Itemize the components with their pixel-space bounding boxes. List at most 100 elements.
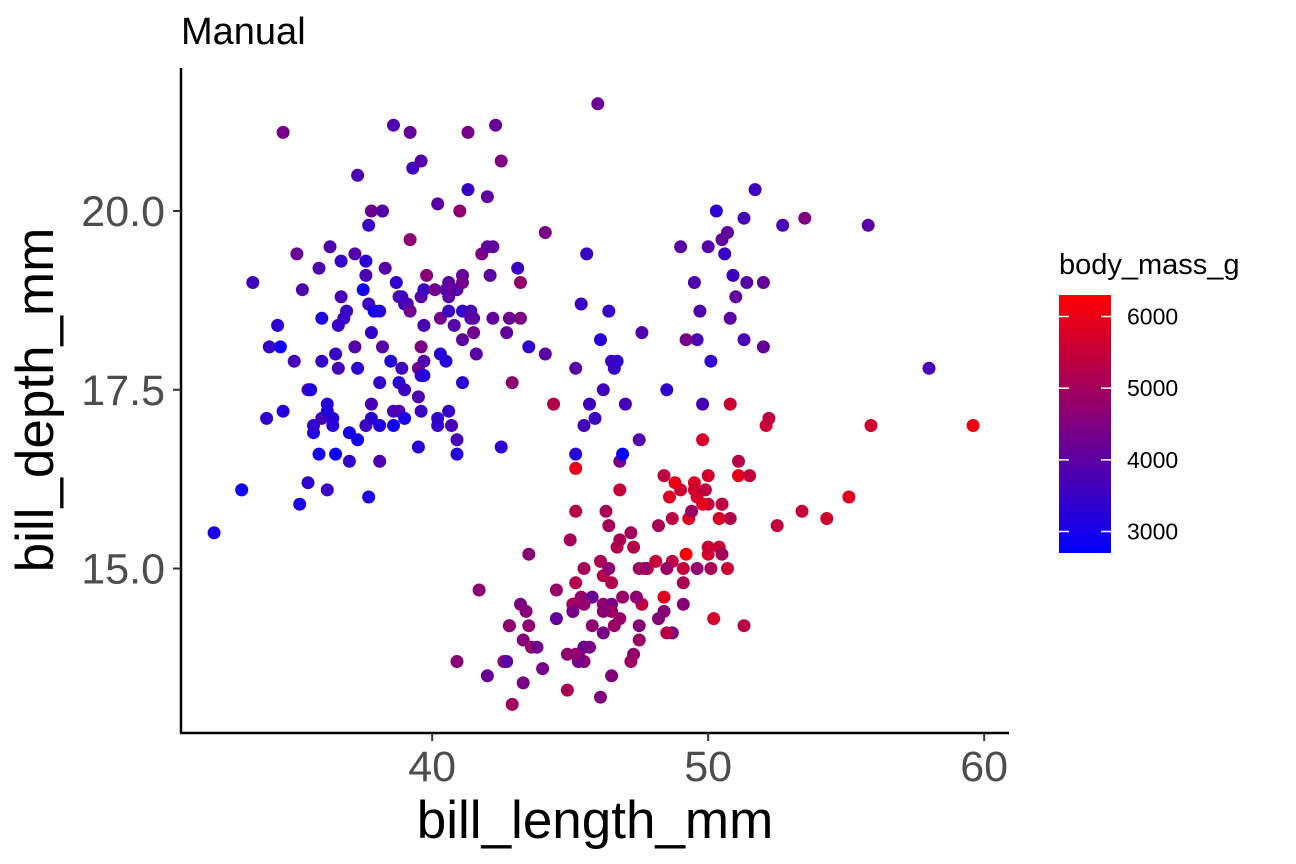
data-point — [594, 690, 607, 704]
data-point — [351, 361, 365, 375]
data-point — [417, 369, 431, 382]
data-point — [511, 261, 525, 275]
data-point — [712, 512, 726, 525]
data-point — [632, 633, 646, 647]
data-point — [721, 226, 734, 239]
data-point — [472, 583, 486, 597]
data-point — [618, 397, 632, 411]
data-point — [704, 354, 718, 368]
legend-title: body_mass_g — [1059, 249, 1240, 281]
data-point — [577, 597, 591, 611]
data-point — [762, 411, 776, 425]
data-point — [276, 125, 290, 139]
data-point — [500, 326, 514, 340]
data-point — [756, 340, 770, 354]
data-point — [743, 469, 757, 483]
data-point — [351, 433, 365, 447]
data-point — [588, 411, 602, 425]
data-point — [660, 562, 674, 575]
data-point — [549, 612, 563, 626]
data-point — [585, 619, 599, 633]
data-point — [547, 397, 561, 411]
y-tick-label: 20.0 — [81, 188, 165, 236]
data-point — [696, 497, 710, 511]
data-point — [594, 333, 607, 347]
data-point — [696, 397, 710, 411]
data-point — [417, 318, 431, 332]
legend-tick-label: 4000 — [1127, 447, 1178, 473]
data-point — [820, 512, 834, 525]
data-point — [632, 433, 646, 447]
data-point — [530, 640, 544, 654]
chart-title: Manual — [181, 11, 306, 53]
data-point — [514, 276, 527, 289]
data-point — [657, 469, 671, 483]
data-point — [596, 604, 610, 618]
data-point — [574, 297, 588, 311]
data-point — [489, 118, 503, 132]
x-axis-title: bill_length_mm — [417, 791, 773, 850]
data-point — [469, 347, 483, 361]
data-point — [605, 669, 619, 683]
data-point — [312, 447, 326, 461]
data-point — [798, 211, 812, 225]
data-point — [569, 361, 583, 375]
data-point — [273, 340, 287, 354]
data-point — [315, 354, 329, 368]
data-point — [334, 254, 348, 268]
data-point — [483, 268, 497, 282]
y-tick-label: 17.5 — [81, 367, 165, 415]
data-point — [687, 483, 701, 497]
y-tick-label: 15.0 — [81, 546, 165, 594]
data-point — [624, 526, 638, 540]
data-point — [690, 333, 704, 347]
data-point — [632, 562, 646, 575]
data-point — [326, 411, 340, 425]
data-point — [414, 154, 428, 168]
data-point — [287, 354, 301, 368]
data-point — [456, 276, 469, 289]
data-point — [398, 411, 412, 425]
data-point — [329, 447, 343, 461]
data-point — [417, 354, 431, 368]
data-point — [359, 254, 373, 268]
data-point — [461, 125, 475, 139]
data-point — [342, 454, 356, 468]
data-point — [453, 204, 467, 218]
data-point — [364, 397, 378, 411]
data-point — [378, 261, 392, 275]
data-point — [690, 562, 704, 575]
data-point — [500, 655, 514, 668]
data-point — [315, 311, 329, 325]
data-point — [709, 204, 723, 218]
data-point — [505, 376, 519, 390]
data-point — [721, 562, 734, 575]
data-point — [395, 361, 409, 375]
data-point — [698, 483, 712, 497]
data-point — [373, 304, 387, 318]
data-point — [748, 183, 762, 197]
data-point — [467, 326, 481, 340]
data-point — [602, 519, 616, 533]
x-tick-label: 50 — [684, 743, 732, 791]
data-point — [514, 311, 527, 325]
data-point — [486, 311, 500, 325]
data-point — [668, 476, 682, 490]
data-point — [461, 183, 475, 197]
legend-tick-label: 6000 — [1127, 304, 1178, 330]
data-point — [770, 519, 784, 533]
data-point — [660, 383, 674, 397]
data-point — [502, 311, 516, 325]
data-point — [613, 612, 627, 626]
data-point — [331, 361, 345, 375]
data-point — [456, 333, 469, 347]
data-point — [549, 583, 563, 597]
data-point — [685, 504, 699, 518]
data-point — [737, 211, 751, 225]
data-point — [246, 276, 260, 289]
data-point — [403, 125, 417, 139]
y-axis-ticks: 15.0 17.5 20.0 — [81, 188, 181, 594]
data-point — [707, 612, 721, 626]
data-point — [701, 540, 715, 554]
